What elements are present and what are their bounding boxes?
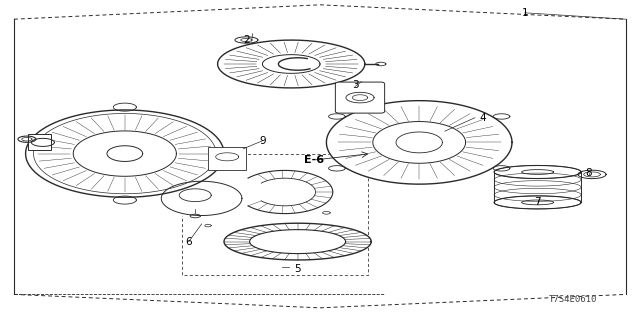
Polygon shape (248, 171, 333, 213)
Polygon shape (326, 101, 512, 184)
Text: E-6: E-6 (303, 155, 324, 165)
Polygon shape (328, 166, 345, 171)
Polygon shape (493, 114, 510, 119)
Polygon shape (396, 132, 442, 153)
Polygon shape (328, 114, 345, 119)
Text: 6: 6 (186, 236, 192, 247)
Polygon shape (161, 180, 242, 218)
Bar (208, 147, 246, 170)
Polygon shape (179, 189, 211, 202)
Text: 7: 7 (534, 196, 541, 207)
Polygon shape (373, 122, 466, 163)
Polygon shape (113, 196, 136, 204)
Text: 3: 3 (352, 80, 358, 90)
Polygon shape (113, 103, 136, 111)
Bar (28, 134, 51, 150)
Polygon shape (218, 40, 365, 88)
Text: 8: 8 (586, 168, 592, 178)
Text: 4: 4 (480, 113, 486, 124)
Text: T7S4E0610: T7S4E0610 (548, 295, 597, 304)
Polygon shape (107, 146, 143, 162)
Text: 2: 2 (243, 35, 250, 45)
Text: 1: 1 (522, 8, 528, 18)
Polygon shape (224, 223, 371, 260)
Text: 9: 9 (259, 136, 266, 146)
Text: 5: 5 (294, 264, 301, 274)
Polygon shape (494, 165, 581, 179)
FancyBboxPatch shape (335, 82, 385, 113)
Polygon shape (262, 55, 320, 73)
Polygon shape (494, 196, 581, 209)
Polygon shape (578, 170, 606, 179)
Polygon shape (73, 131, 177, 176)
Polygon shape (493, 166, 510, 171)
Polygon shape (26, 110, 224, 197)
Polygon shape (31, 138, 54, 147)
